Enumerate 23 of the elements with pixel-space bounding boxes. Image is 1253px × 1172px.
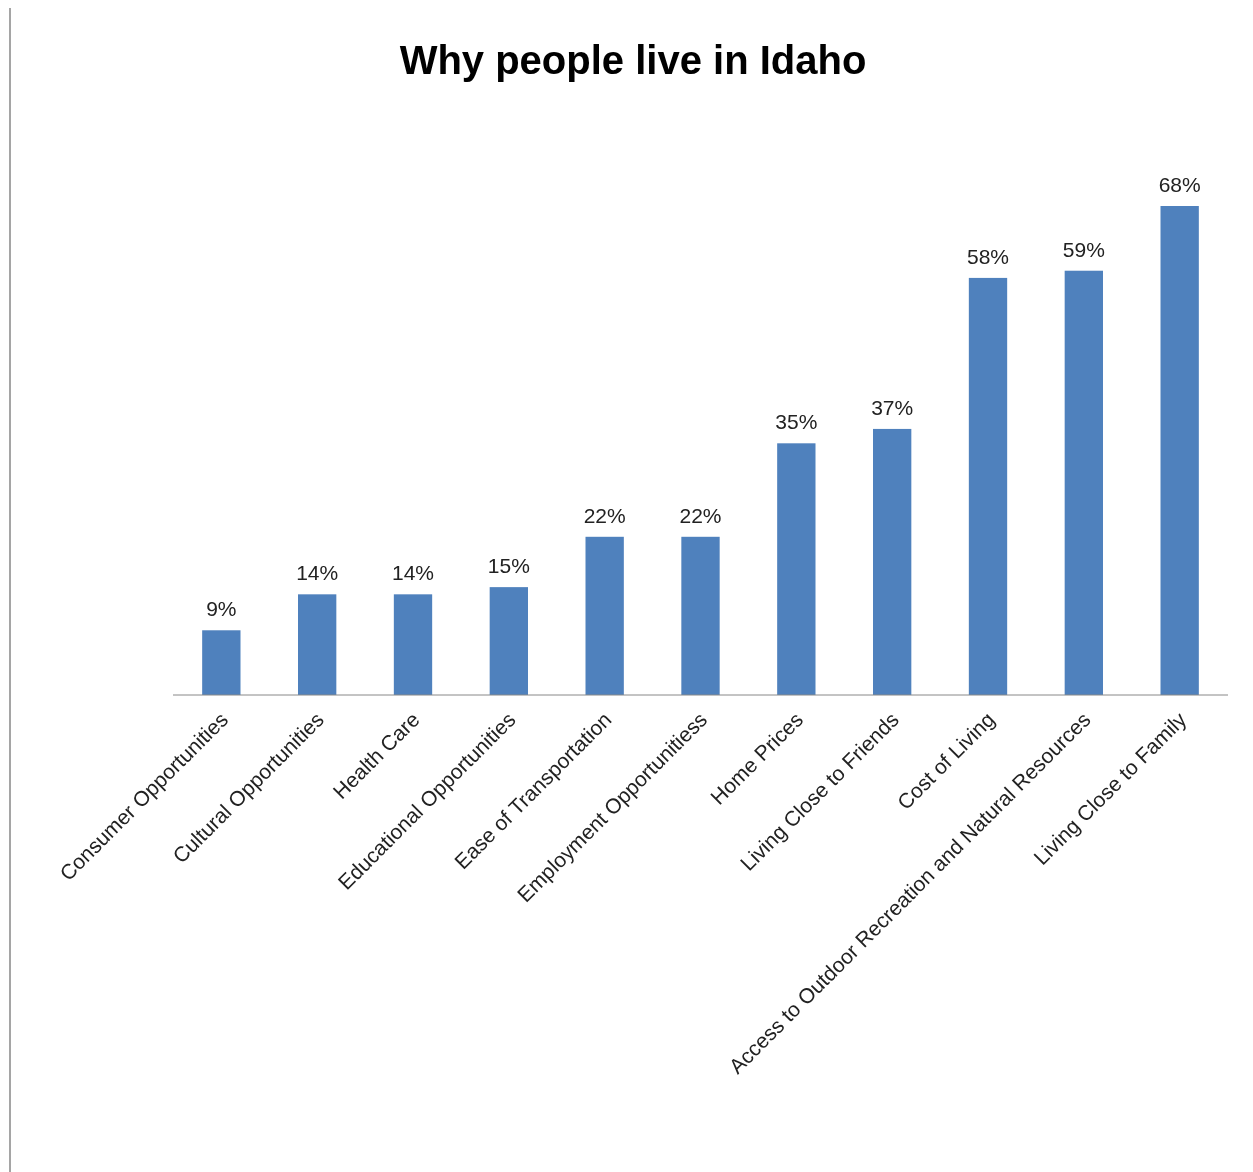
data-label: 14% [391,561,435,585]
bar [681,536,720,695]
bar [968,277,1008,695]
data-label: 68% [1158,173,1201,196]
data-label: 58% [966,244,1010,268]
data-label: 22% [679,503,722,527]
data-label: 15% [487,554,530,578]
bar [1160,206,1199,695]
data-label: 14% [296,561,339,585]
bar [202,630,241,695]
data-label: 35% [775,410,818,434]
bar [489,587,528,695]
bar [1064,270,1103,695]
bar [777,443,816,695]
data-label: 22% [583,503,626,527]
data-label: 37% [871,395,914,419]
bar [585,536,624,695]
bar [873,428,912,695]
bar [298,594,337,695]
chart-title: Why people live in Idaho [399,38,867,82]
data-label: 59% [1062,237,1105,261]
data-label: 9% [206,597,237,621]
bar [393,594,433,695]
